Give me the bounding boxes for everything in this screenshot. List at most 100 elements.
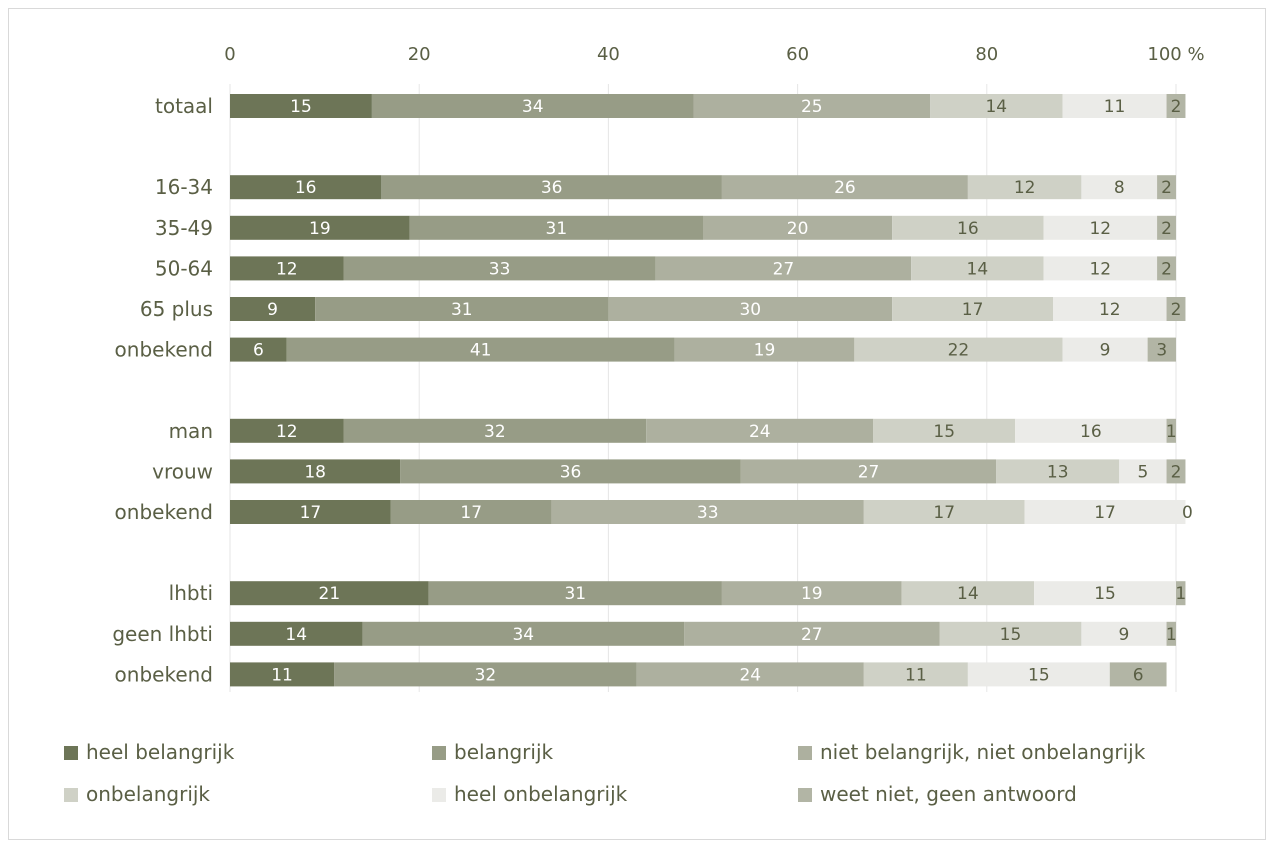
bar-segment (230, 215, 410, 240)
category-label: onbekend (115, 662, 213, 686)
legend-item: niet belangrijk, niet onbelangrijk (798, 740, 1146, 764)
legend-label: heel onbelangrijk (454, 782, 628, 806)
data-label: 12 (276, 422, 298, 442)
bar-segment (1166, 459, 1186, 484)
category-labels: totaal 16-34 35-49 50-64 65 plus onbekend man v… (112, 94, 213, 686)
data-label: 19 (754, 341, 776, 361)
category-label: 35-49 (155, 216, 213, 240)
bar-segment (1147, 337, 1176, 362)
data-label: 6 (253, 341, 264, 361)
data-label: 27 (858, 462, 880, 482)
data-label: 34 (522, 97, 544, 117)
bar-row: 6 41 19 22 9 3 (230, 337, 1176, 362)
data-label: 31 (451, 300, 473, 320)
data-label: 14 (285, 625, 307, 645)
bar-row: 9 31 30 17 12 2 (230, 297, 1186, 321)
bar-segment (362, 621, 685, 646)
bar-segment (1176, 581, 1186, 606)
data-label: 9 (1119, 625, 1130, 645)
data-label: 11 (1104, 97, 1126, 117)
bar-segment (930, 94, 1063, 118)
legend-swatch (432, 746, 446, 760)
bar-segment (636, 662, 864, 687)
data-label: 27 (773, 259, 795, 279)
legend-swatch (798, 746, 812, 760)
bar-segment (1024, 500, 1186, 524)
bar-segment (343, 256, 656, 281)
category-label: onbekend (115, 338, 213, 362)
data-label: 1 (1166, 625, 1177, 645)
data-label: 11 (905, 665, 927, 685)
legend-label: onbelangrijk (86, 782, 210, 806)
bar-segment (230, 459, 401, 484)
bar-row: 14 34 27 15 9 1 (230, 621, 1177, 646)
legend-item: onbelangrijk (64, 782, 210, 806)
bar-row: 16 36 26 12 8 2 (230, 175, 1176, 200)
data-label: 16 (957, 219, 979, 239)
data-label: 31 (546, 219, 568, 239)
bar-segment (343, 418, 647, 443)
legend: heel belangrijk belangrijk niet belangrijk… (64, 740, 1146, 806)
category-label: onbekend (115, 500, 213, 524)
bar-segment (230, 94, 372, 118)
data-label: 25 (801, 97, 823, 117)
data-label: 34 (512, 625, 534, 645)
data-label: 36 (541, 178, 563, 198)
data-label: 15 (1028, 665, 1050, 685)
bar-segment (703, 215, 893, 240)
legend-label: heel belangrijk (86, 740, 235, 764)
bar-row: 17 17 33 17 17 0 (230, 500, 1193, 524)
data-label: 3 (1156, 341, 1167, 361)
bar-segment (967, 662, 1110, 687)
data-label: 14 (985, 97, 1007, 117)
bar-row: 15 34 25 14 11 2 (230, 94, 1186, 118)
data-label: 15 (1094, 584, 1116, 604)
bar-segment (911, 256, 1044, 281)
x-tick-label: 80 (975, 44, 998, 65)
data-label: 14 (957, 584, 979, 604)
x-tick-label: 40 (597, 44, 620, 65)
data-label: 16 (295, 178, 317, 198)
data-label: 17 (1094, 503, 1116, 523)
data-label: 20 (787, 219, 809, 239)
legend-swatch (798, 788, 812, 802)
data-label: 17 (933, 503, 955, 523)
data-label: 2 (1161, 259, 1172, 279)
bar-segment (1119, 459, 1167, 484)
bar-segment (1166, 297, 1186, 321)
bar-segment (230, 418, 344, 443)
data-label: 24 (739, 665, 761, 685)
data-label: 2 (1161, 219, 1172, 239)
bar-segment (892, 215, 1044, 240)
bar-segment (1034, 581, 1176, 606)
category-label: geen lhbti (112, 622, 213, 646)
data-label: 17 (962, 300, 984, 320)
bar-segment (1062, 337, 1148, 362)
bar-row: 12 33 27 14 12 2 (230, 256, 1176, 281)
data-label: 14 (967, 259, 989, 279)
bar-segment (428, 581, 722, 606)
legend-item: belangrijk (432, 740, 554, 764)
bar-segment (674, 337, 855, 362)
bar-segment (230, 175, 382, 200)
bar-row: 12 32 24 15 16 1 (230, 418, 1177, 443)
bar-segment (1166, 621, 1176, 646)
data-label: 30 (739, 300, 761, 320)
data-label: 9 (267, 300, 278, 320)
bar-segment (892, 297, 1054, 321)
bar-segment (230, 662, 335, 687)
bar-segment (854, 337, 1063, 362)
bar-segment (230, 581, 429, 606)
data-label: 2 (1171, 300, 1182, 320)
bar-segment (996, 459, 1120, 484)
bars: 15 34 25 14 11 216 36 26 12 8 219 31 20 16 12 212 33 27 14… (230, 94, 1193, 687)
data-label: 21 (319, 584, 341, 604)
data-label: 41 (470, 341, 492, 361)
bar-segment (684, 621, 940, 646)
bar-segment (863, 662, 968, 687)
bar-segment (1166, 94, 1186, 118)
bar-row: 21 31 19 14 15 1 (230, 581, 1186, 606)
legend-label: weet niet, geen antwoord (820, 782, 1077, 806)
legend-item: weet niet, geen antwoord (798, 782, 1077, 806)
